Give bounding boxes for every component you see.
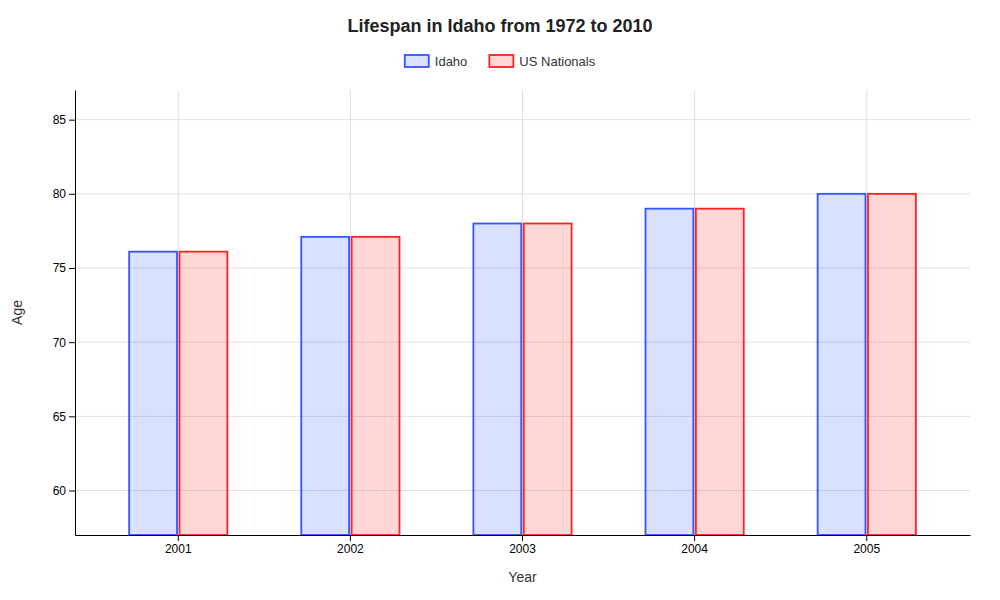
bar (301, 237, 349, 535)
y-tick: 85 (53, 113, 75, 127)
y-tick-label: 60 (53, 484, 67, 498)
chart: 2001 2002 2003 2004 2005 60 65 70 75 80 85 Year Age L… (0, 0, 1000, 600)
y-axis-line (75, 91, 76, 536)
x-grid-line (350, 90, 351, 535)
x-tick-mark (178, 535, 179, 541)
y-tick-mark (69, 120, 75, 121)
legend-label: Idaho (435, 54, 468, 69)
x-grid-line (694, 90, 695, 535)
y-axis: 60 65 70 75 80 85 (53, 91, 76, 536)
x-tick: 2002 (337, 535, 364, 556)
legend-item: Idaho (405, 54, 468, 69)
x-tick-mark (866, 535, 867, 541)
x-tick-mark (694, 535, 695, 541)
bar (473, 224, 521, 536)
legend-label: US Nationals (519, 54, 595, 69)
legend: Idaho US Nationals (405, 54, 596, 69)
bar (868, 194, 916, 535)
x-grid-line (522, 90, 523, 535)
y-tick-mark (69, 194, 75, 195)
y-tick-mark (69, 416, 75, 417)
y-tick-mark (69, 491, 75, 492)
bar (645, 209, 693, 535)
x-tick-label: 2003 (509, 542, 536, 556)
y-tick-mark (69, 342, 75, 343)
bar (180, 252, 228, 535)
grid (75, 90, 970, 535)
y-tick: 75 (53, 261, 75, 275)
plot-area: 2001 2002 2003 2004 2005 60 65 70 75 80 85 (53, 90, 971, 556)
x-tick-mark (522, 535, 523, 541)
bar (818, 194, 866, 535)
y-tick-mark (69, 268, 75, 269)
y-tick-label: 65 (53, 410, 67, 424)
legend-swatch (489, 55, 513, 67)
y-tick-label: 75 (53, 261, 67, 275)
x-tick: 2004 (681, 535, 708, 556)
y-tick: 60 (53, 484, 75, 498)
legend-swatch (405, 55, 429, 67)
bar-series (129, 194, 865, 535)
x-tick-label: 2005 (853, 542, 880, 556)
x-tick-label: 2002 (337, 542, 364, 556)
x-tick-label: 2004 (681, 542, 708, 556)
y-tick-label: 80 (53, 187, 67, 201)
x-grid-line (178, 90, 179, 535)
y-tick: 80 (53, 187, 75, 201)
x-tick-label: 2001 (165, 542, 192, 556)
y-tick-label: 70 (53, 336, 67, 350)
y-tick-label: 85 (53, 113, 67, 127)
bar (524, 224, 572, 536)
x-grid-line (866, 90, 867, 535)
title: Lifespan in Idaho from 1972 to 2010 (347, 16, 652, 36)
legend-item: US Nationals (489, 54, 595, 69)
x-axis-title: Year (508, 569, 537, 585)
x-tick: 2001 (165, 535, 192, 556)
y-tick: 65 (53, 410, 75, 424)
x-tick-mark (350, 535, 351, 541)
x-tick: 2005 (853, 535, 880, 556)
y-axis-title: Age (9, 300, 25, 325)
bar (352, 237, 400, 535)
x-axis: 2001 2002 2003 2004 2005 (76, 535, 971, 556)
bar (696, 209, 744, 535)
x-tick: 2003 (509, 535, 536, 556)
bars (129, 194, 916, 535)
y-tick: 70 (53, 336, 75, 350)
bar (129, 252, 177, 535)
bar-series (180, 194, 916, 535)
